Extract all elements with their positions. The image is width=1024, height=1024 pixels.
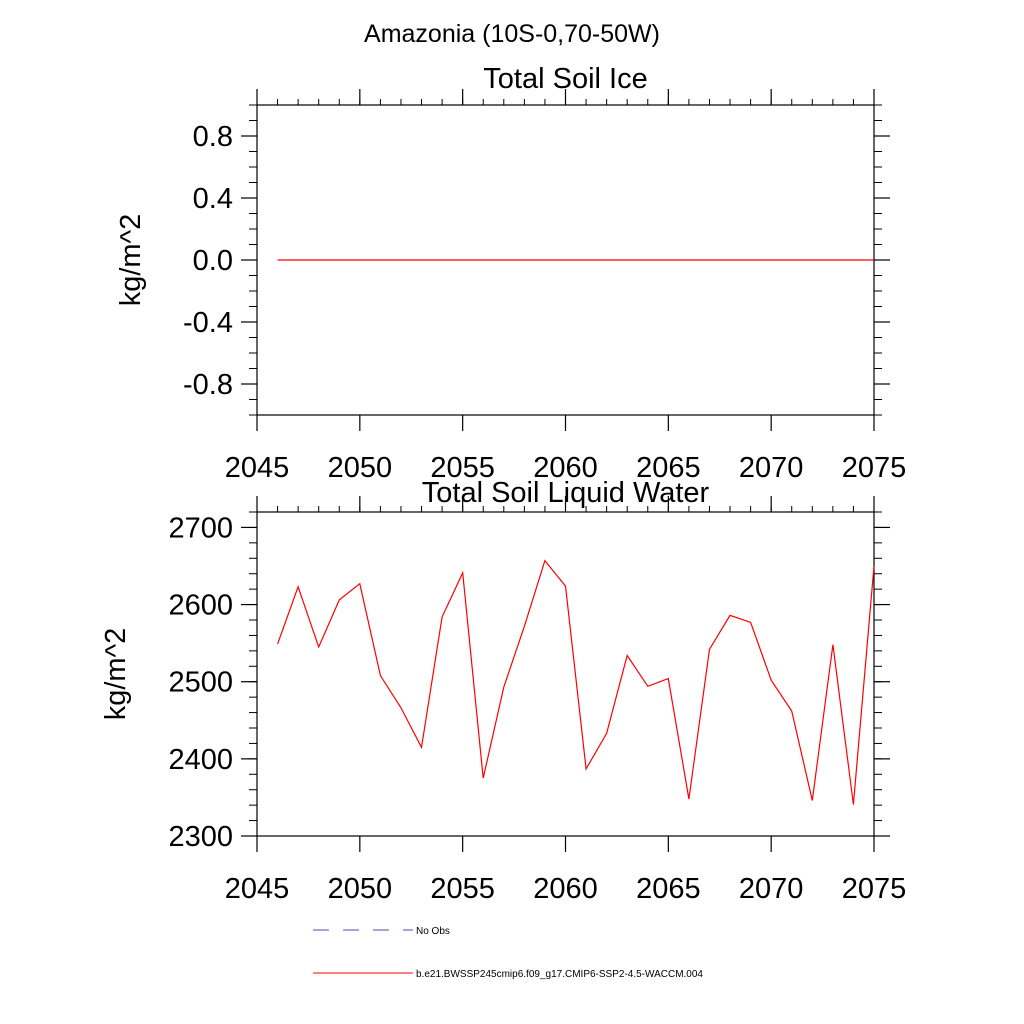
chart-panel-1: Total Soil Icekg/m^20.80.40.0-0.4-0.8204… — [115, 63, 906, 484]
y-tick-label: 2600 — [168, 590, 233, 622]
y-axis-label: kg/m^2 — [100, 628, 132, 721]
x-tick-label: 2050 — [328, 452, 393, 484]
x-tick-label: 2050 — [328, 873, 393, 905]
legend-label: No Obs — [416, 926, 450, 937]
series-line — [277, 559, 875, 805]
legend: No Obs b.e21.BWSSP245cmip6.f09_g17.CMIP6-… — [313, 926, 703, 980]
x-tick-label: 2055 — [430, 452, 495, 484]
legend-label: b.e21.BWSSP245cmip6.f09_g17.CMIP6-SSP2-4… — [416, 969, 703, 980]
x-tick-label: 2070 — [739, 873, 804, 905]
x-tick-label: 2075 — [842, 873, 907, 905]
x-tick-label: 2060 — [533, 452, 598, 484]
y-tick-label: 0.4 — [193, 183, 233, 215]
y-tick-label: -0.4 — [183, 307, 233, 339]
y-axis-label: kg/m^2 — [115, 214, 147, 307]
y-tick-label: 0.8 — [193, 121, 233, 153]
x-tick-label: 2065 — [636, 873, 701, 905]
plots: Total Soil Icekg/m^20.80.40.0-0.4-0.8204… — [100, 63, 906, 905]
y-tick-label: 2700 — [168, 512, 233, 544]
plot-frame — [256, 511, 875, 837]
y-tick-label: 2300 — [168, 821, 233, 853]
x-tick-label: 2070 — [739, 452, 804, 484]
y-tick-label: 2400 — [168, 744, 233, 776]
chart-panel-2: Total Soil Liquid Waterkg/m^227002600250… — [100, 477, 906, 905]
x-tick-label: 2065 — [636, 452, 701, 484]
x-tick-label: 2055 — [430, 873, 495, 905]
x-tick-label: 2045 — [225, 873, 290, 905]
figure-title: Amazonia (10S-0,70-50W) — [364, 20, 660, 48]
y-tick-label: 2500 — [168, 667, 233, 699]
x-tick-label: 2075 — [842, 452, 907, 484]
x-tick-label: 2045 — [225, 452, 290, 484]
x-tick-label: 2060 — [533, 873, 598, 905]
y-tick-label: 0.0 — [193, 245, 233, 277]
y-tick-label: -0.8 — [183, 369, 233, 401]
